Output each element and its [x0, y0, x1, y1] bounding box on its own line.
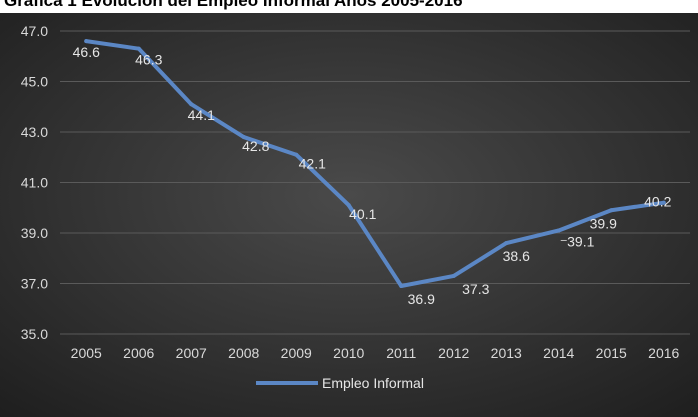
y-tick-label-3: 41.0 [21, 175, 48, 191]
data-point-5 [346, 203, 351, 208]
x-tick-label-10: 2015 [596, 345, 627, 361]
chart-title: Gráfica 1 Evolución del Empleo Informal … [4, 0, 463, 10]
x-tick-label-4: 2009 [281, 345, 312, 361]
data-point-10 [609, 208, 614, 213]
x-tick-label-9: 2014 [543, 345, 574, 361]
data-label-9: 39.1 [567, 233, 594, 249]
data-point-3 [241, 135, 246, 140]
data-point-2 [189, 102, 194, 107]
data-point-8 [504, 241, 509, 246]
data-label-3: 42.8 [242, 138, 269, 154]
y-tick-label-6: 47.0 [21, 23, 48, 39]
data-point-9 [556, 228, 561, 233]
legend-label: Empleo Informal [322, 375, 424, 391]
data-point-6 [399, 284, 404, 289]
data-point-4 [294, 152, 299, 157]
data-label-10: 39.9 [590, 215, 617, 231]
data-label-0: 46.6 [73, 44, 100, 60]
data-label-8: 38.6 [503, 248, 530, 264]
y-tick-label-0: 35.0 [21, 326, 48, 342]
y-tick-label-1: 37.0 [21, 276, 48, 292]
x-tick-label-8: 2013 [491, 345, 522, 361]
data-label-11: 40.2 [644, 194, 671, 210]
x-tick-label-7: 2012 [438, 345, 469, 361]
data-label-6: 36.9 [408, 291, 435, 307]
data-point-11 [661, 200, 666, 205]
y-tick-label-4: 43.0 [21, 124, 48, 140]
data-point-7 [451, 273, 456, 278]
data-label-1: 46.3 [135, 52, 162, 68]
chart-area: 35.0 37.0 39.0 41.0 43.0 45.0 47.0 2005 2006 200… [0, 13, 698, 417]
y-tick-label-5: 45.0 [21, 74, 48, 90]
series-line-empleo-informal [84, 39, 666, 289]
data-label-5: 40.1 [349, 206, 376, 222]
x-tick-label-1: 2006 [123, 345, 154, 361]
data-label-4: 42.1 [299, 156, 326, 172]
chart-background [0, 13, 698, 417]
y-tick-label-2: 39.0 [21, 225, 48, 241]
data-label-7: 37.3 [462, 281, 489, 297]
x-tick-label-5: 2010 [333, 345, 364, 361]
x-tick-label-6: 2011 [386, 345, 416, 361]
x-tick-label-11: 2016 [648, 345, 679, 361]
data-point-1 [136, 46, 141, 51]
x-tick-label-3: 2008 [228, 345, 259, 361]
data-label-2: 44.1 [188, 107, 215, 123]
x-tick-label-2: 2007 [176, 345, 207, 361]
x-tick-label-0: 2005 [71, 345, 102, 361]
data-point-0 [84, 39, 89, 44]
line-chart: 35.0 37.0 39.0 41.0 43.0 45.0 47.0 2005 2006 200… [0, 13, 698, 417]
